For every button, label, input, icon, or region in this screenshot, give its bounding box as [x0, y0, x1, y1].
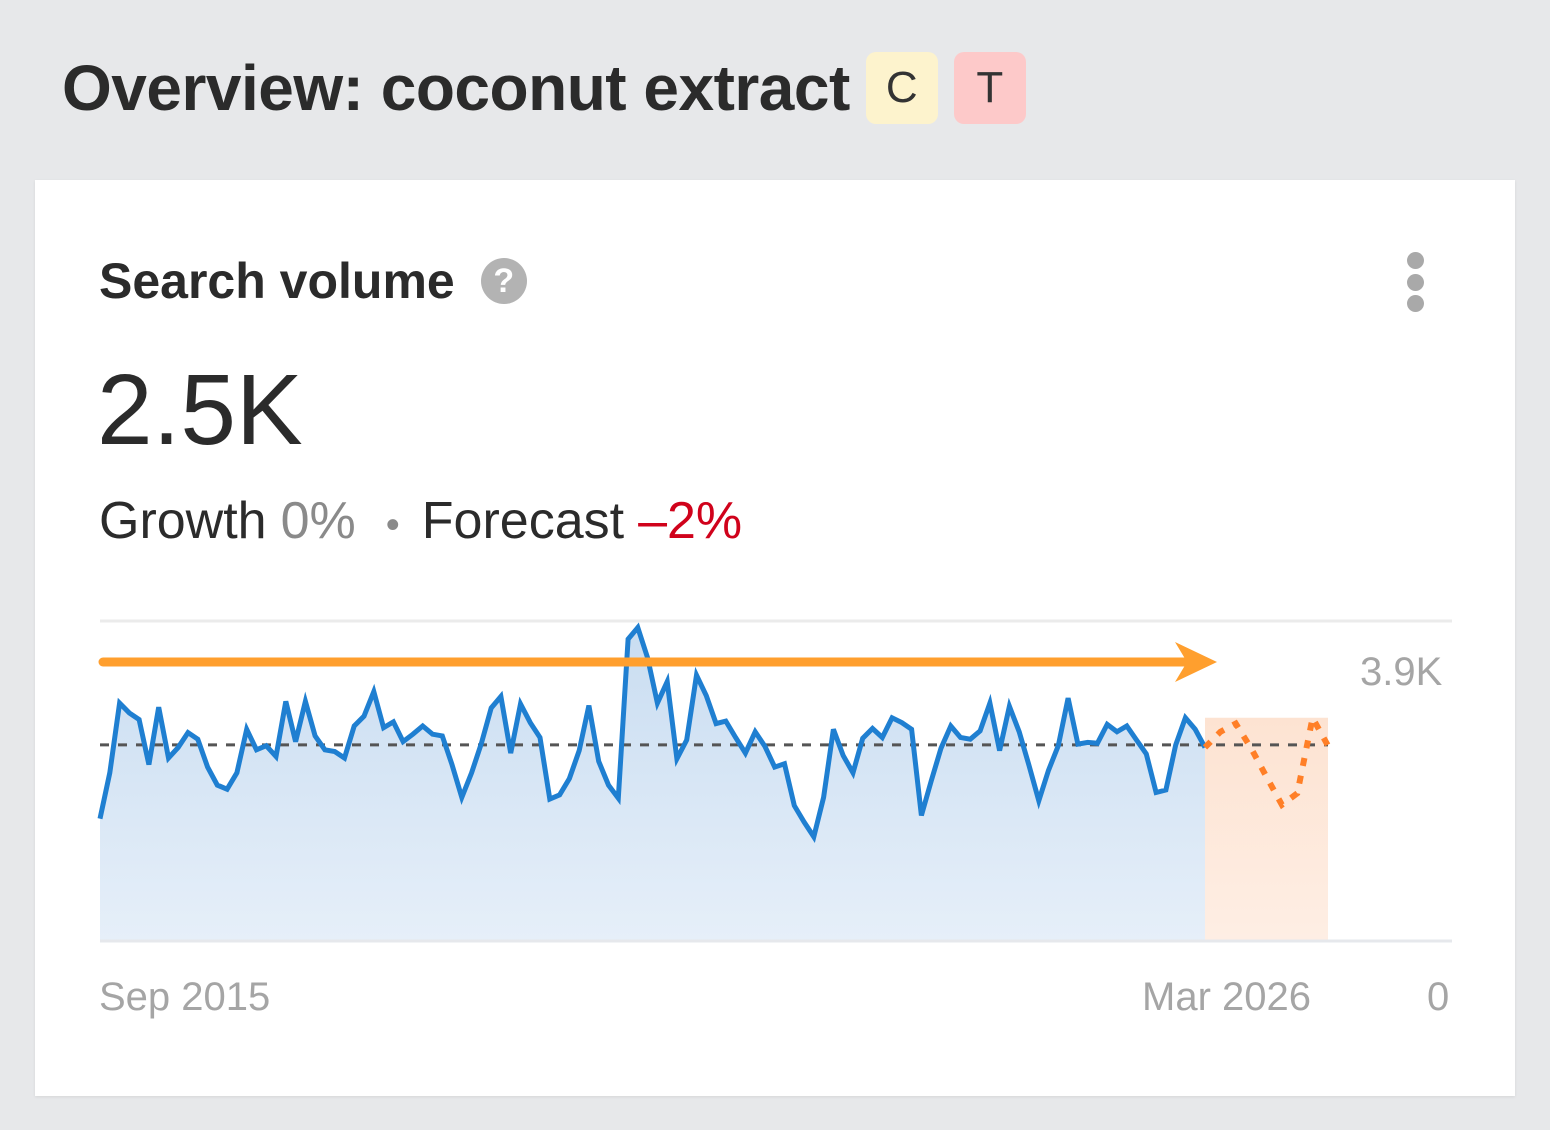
x-axis-start-label: Sep 2015: [99, 975, 271, 1019]
kebab-dot: [1406, 295, 1424, 312]
y-axis-max-label: 3.9K: [1360, 650, 1443, 694]
kebab-dot: [1406, 273, 1424, 291]
intent-badge-transactional[interactable]: T: [953, 52, 1026, 124]
search-volume-value: 2.5K: [97, 354, 303, 466]
stats-row: Growth 0% • Forecast –2%: [99, 490, 742, 556]
kebab-dot: [1406, 252, 1424, 269]
page-header: Overview: coconut extract C T: [62, 50, 1026, 126]
forecast-area: [1205, 717, 1328, 941]
y-axis-min-label: 0: [1427, 975, 1450, 1019]
growth-label: Growth: [99, 492, 267, 550]
trend-arrow: [98, 642, 1217, 682]
card-header: Search volume ?: [99, 252, 527, 310]
intent-badge-commercial[interactable]: C: [865, 52, 938, 124]
separator-dot: •: [385, 503, 400, 547]
forecast-line: [1202, 709, 1331, 810]
forecast-label: Forecast: [421, 492, 625, 550]
growth-value: 0%: [280, 492, 356, 550]
forecast-value: –2%: [638, 492, 743, 550]
x-axis-end-label: Mar 2026: [1142, 975, 1311, 1019]
search-volume-chart[interactable]: [35, 180, 1515, 1096]
question-circle-icon[interactable]: ?: [480, 258, 527, 304]
page-title: Overview: coconut extract: [62, 52, 850, 124]
card-title: Search volume: [99, 253, 455, 309]
history-line: [97, 622, 1208, 843]
search-volume-card: Search volume ? 2.5K Growth 0% • Forecas…: [35, 180, 1515, 1096]
kebab-menu-icon[interactable]: [1401, 252, 1429, 312]
